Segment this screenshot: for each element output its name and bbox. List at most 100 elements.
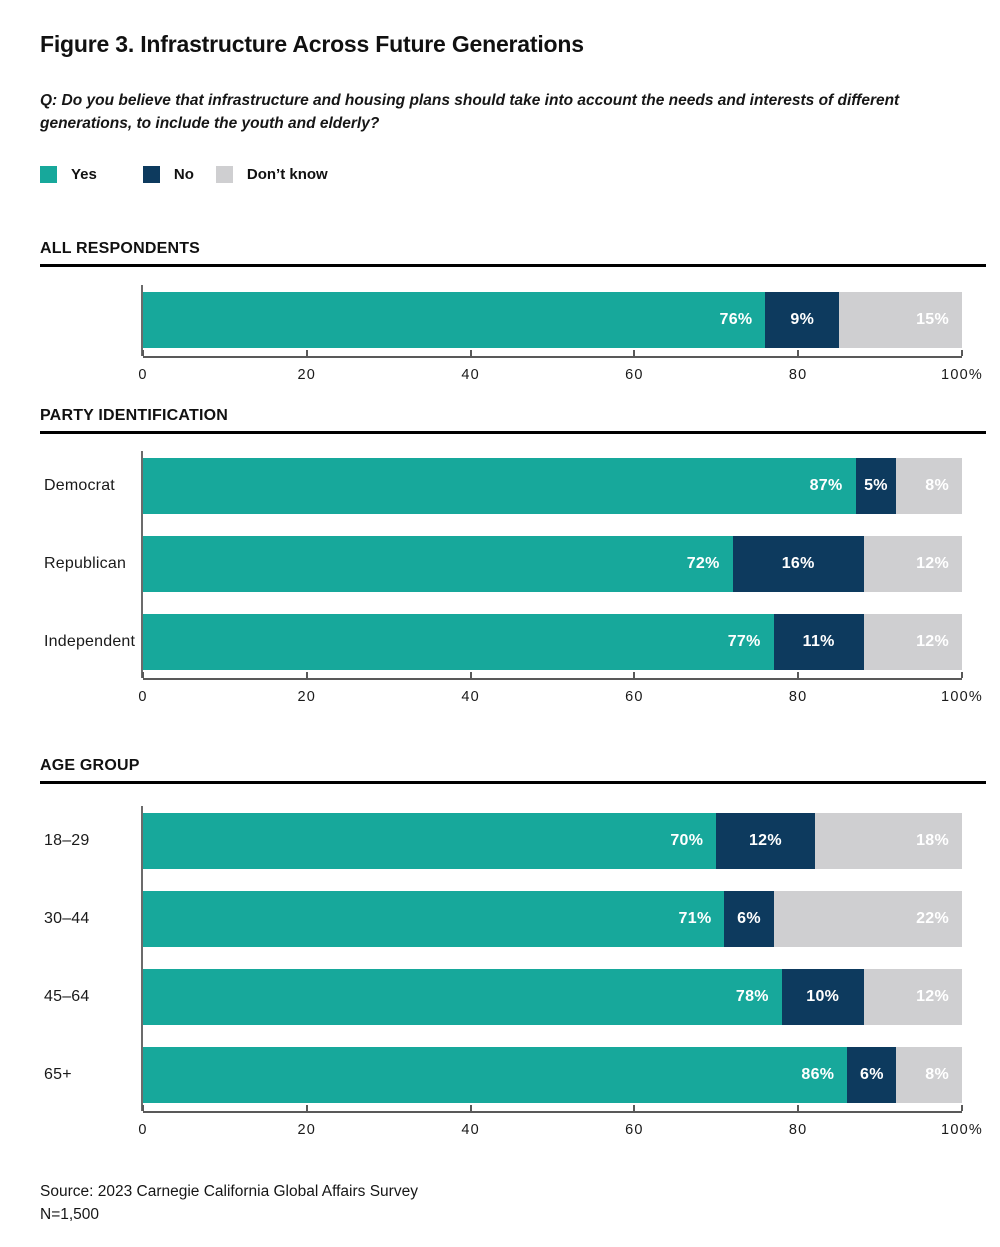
x-axis-tick <box>305 350 308 356</box>
segment-dont-know: 22% <box>773 891 962 947</box>
segment-yes: 78% <box>143 969 782 1025</box>
segment-yes: 71% <box>143 891 725 947</box>
figure-title: Figure 3. Infrastructure Across Future G… <box>40 31 584 57</box>
legend-item-dont-know: Don’t know <box>215 166 328 183</box>
segment-dont-know: 8% <box>896 458 962 514</box>
x-axis-tick <box>469 350 472 356</box>
segment-no: 10% <box>781 969 864 1025</box>
x-axis-tick-label: 60 <box>625 689 644 705</box>
segment-yes: 87% <box>143 458 856 514</box>
x-axis-tick-label: 100% <box>941 689 983 705</box>
bar-row: 18–29 70% 12% 18% <box>44 813 962 869</box>
x-axis-tick <box>961 672 963 678</box>
section-rule <box>40 781 986 784</box>
legend-label-no: No <box>173 166 194 183</box>
x-axis-tick-label: 40 <box>461 689 480 705</box>
segment-no: 16% <box>732 536 864 592</box>
x-axis-tick <box>797 350 800 356</box>
x-axis-tick-label: 20 <box>297 689 317 705</box>
category-label: 65+ <box>44 1066 72 1083</box>
x-axis-tick <box>961 350 963 356</box>
x-axis-line <box>143 356 962 358</box>
x-axis-tick <box>142 1105 144 1111</box>
category-label: 18–29 <box>44 832 90 849</box>
section-heading: ALL RESPONDENTS <box>40 240 201 257</box>
x-axis-tick-label: 60 <box>625 1122 644 1138</box>
x-axis-tick-label: 20 <box>297 367 317 383</box>
segment-dont-know: 8% <box>896 1047 962 1103</box>
segment-no: 12% <box>716 813 815 869</box>
category-label: Democrat <box>44 477 115 494</box>
section-heading: AGE GROUP <box>40 757 140 774</box>
bar-row: 65+ 86% 6% 8% <box>44 1047 962 1103</box>
segment-no: 11% <box>773 614 864 670</box>
bar-row: Democrat 87% 5% 8% <box>44 458 962 514</box>
category-label: 45–64 <box>44 988 90 1005</box>
x-axis-tick <box>142 672 144 678</box>
x-axis-tick-label: 40 <box>461 367 480 383</box>
x-axis-tick-label: 100% <box>941 1122 983 1138</box>
x-axis-line <box>143 1111 962 1113</box>
no-swatch <box>142 166 160 183</box>
y-axis-line <box>141 285 143 356</box>
x-axis-tick-label: 60 <box>625 367 644 383</box>
bar-rows: Democrat 87% 5% 8% Republican 72% 16% 12% Indepe… <box>44 458 962 670</box>
segment-no: 6% <box>724 891 774 947</box>
x-axis-tick <box>142 350 144 356</box>
x-axis-tick <box>469 672 472 678</box>
x-axis-tick-label: 40 <box>461 1122 480 1138</box>
segment-no: 6% <box>847 1047 897 1103</box>
x-axis-tick <box>961 1105 963 1111</box>
category-label: Republican <box>44 555 127 572</box>
plot-age-group: 18–29 70% 12% 18% 30–44 71% 6% 22% 45–64 78% 10% 12… <box>44 806 982 1138</box>
legend-item-yes: Yes <box>40 166 97 183</box>
x-axis-tick <box>797 1105 800 1111</box>
segment-dont-know: 12% <box>863 969 962 1025</box>
bar-row: 45–64 78% 10% 12% <box>44 969 962 1025</box>
bar-row: Independent 77% 11% 12% <box>44 614 962 670</box>
sample-size-text: N=1,500 <box>40 1206 100 1223</box>
plot-all-respondents: 76% 9% 15% 0 20 40 60 80 100% <box>138 285 982 383</box>
section-all-respondents: ALL RESPONDENTS 76% 9% 15% 0 20 40 60 80 100% <box>40 240 986 400</box>
segment-yes: 72% <box>143 536 733 592</box>
x-axis-tick <box>469 1105 472 1111</box>
plot-party-identification: Democrat 87% 5% 8% Republican 72% 16% 12% Indepe… <box>44 451 982 705</box>
x-axis-tick <box>305 672 308 678</box>
legend-label-dont-know: Don’t know <box>246 166 328 183</box>
x-axis-tick-label: 0 <box>138 1122 148 1138</box>
legend-label-yes: Yes <box>71 166 97 183</box>
x-axis-tick-label: 80 <box>788 367 808 383</box>
segment-dont-know: 12% <box>863 536 962 592</box>
x-axis-tick-label: 80 <box>788 1122 808 1138</box>
bar-rows: 76% 9% 15% <box>143 292 962 348</box>
segment-yes: 77% <box>143 614 774 670</box>
dont-know-swatch <box>215 166 233 183</box>
section-rule <box>40 264 986 267</box>
x-axis-tick <box>633 1105 636 1111</box>
segment-dont-know: 18% <box>814 813 962 869</box>
segment-dont-know: 15% <box>839 292 962 348</box>
category-label: Independent <box>44 633 136 650</box>
segment-no: 9% <box>765 292 840 348</box>
section-rule <box>40 431 986 434</box>
segment-no: 5% <box>855 458 897 514</box>
x-axis-tick <box>633 350 636 356</box>
bar-row: 76% 9% 15% <box>143 292 962 348</box>
legend-item-no: No <box>142 166 194 183</box>
category-label: 30–44 <box>44 910 90 927</box>
bar-row: 30–44 71% 6% 22% <box>44 891 962 947</box>
x-axis-tick <box>633 672 636 678</box>
x-axis-tick-label: 80 <box>788 689 808 705</box>
section-age-group: AGE GROUP 18–29 70% 12% 18% 30–44 71% 6% 22% 45–… <box>40 757 986 1167</box>
y-axis-line <box>141 451 143 678</box>
y-axis-line <box>141 806 143 1111</box>
bar-row: Republican 72% 16% 12% <box>44 536 962 592</box>
segment-yes: 70% <box>143 813 717 869</box>
legend: Yes No Don’t know <box>40 166 328 183</box>
segment-yes: 86% <box>143 1047 848 1103</box>
yes-swatch <box>40 166 57 183</box>
bar-rows: 18–29 70% 12% 18% 30–44 71% 6% 22% 45–64 78% 10% 12… <box>44 813 962 1103</box>
segment-dont-know: 12% <box>863 614 962 670</box>
x-axis-tick-label: 0 <box>138 367 148 383</box>
